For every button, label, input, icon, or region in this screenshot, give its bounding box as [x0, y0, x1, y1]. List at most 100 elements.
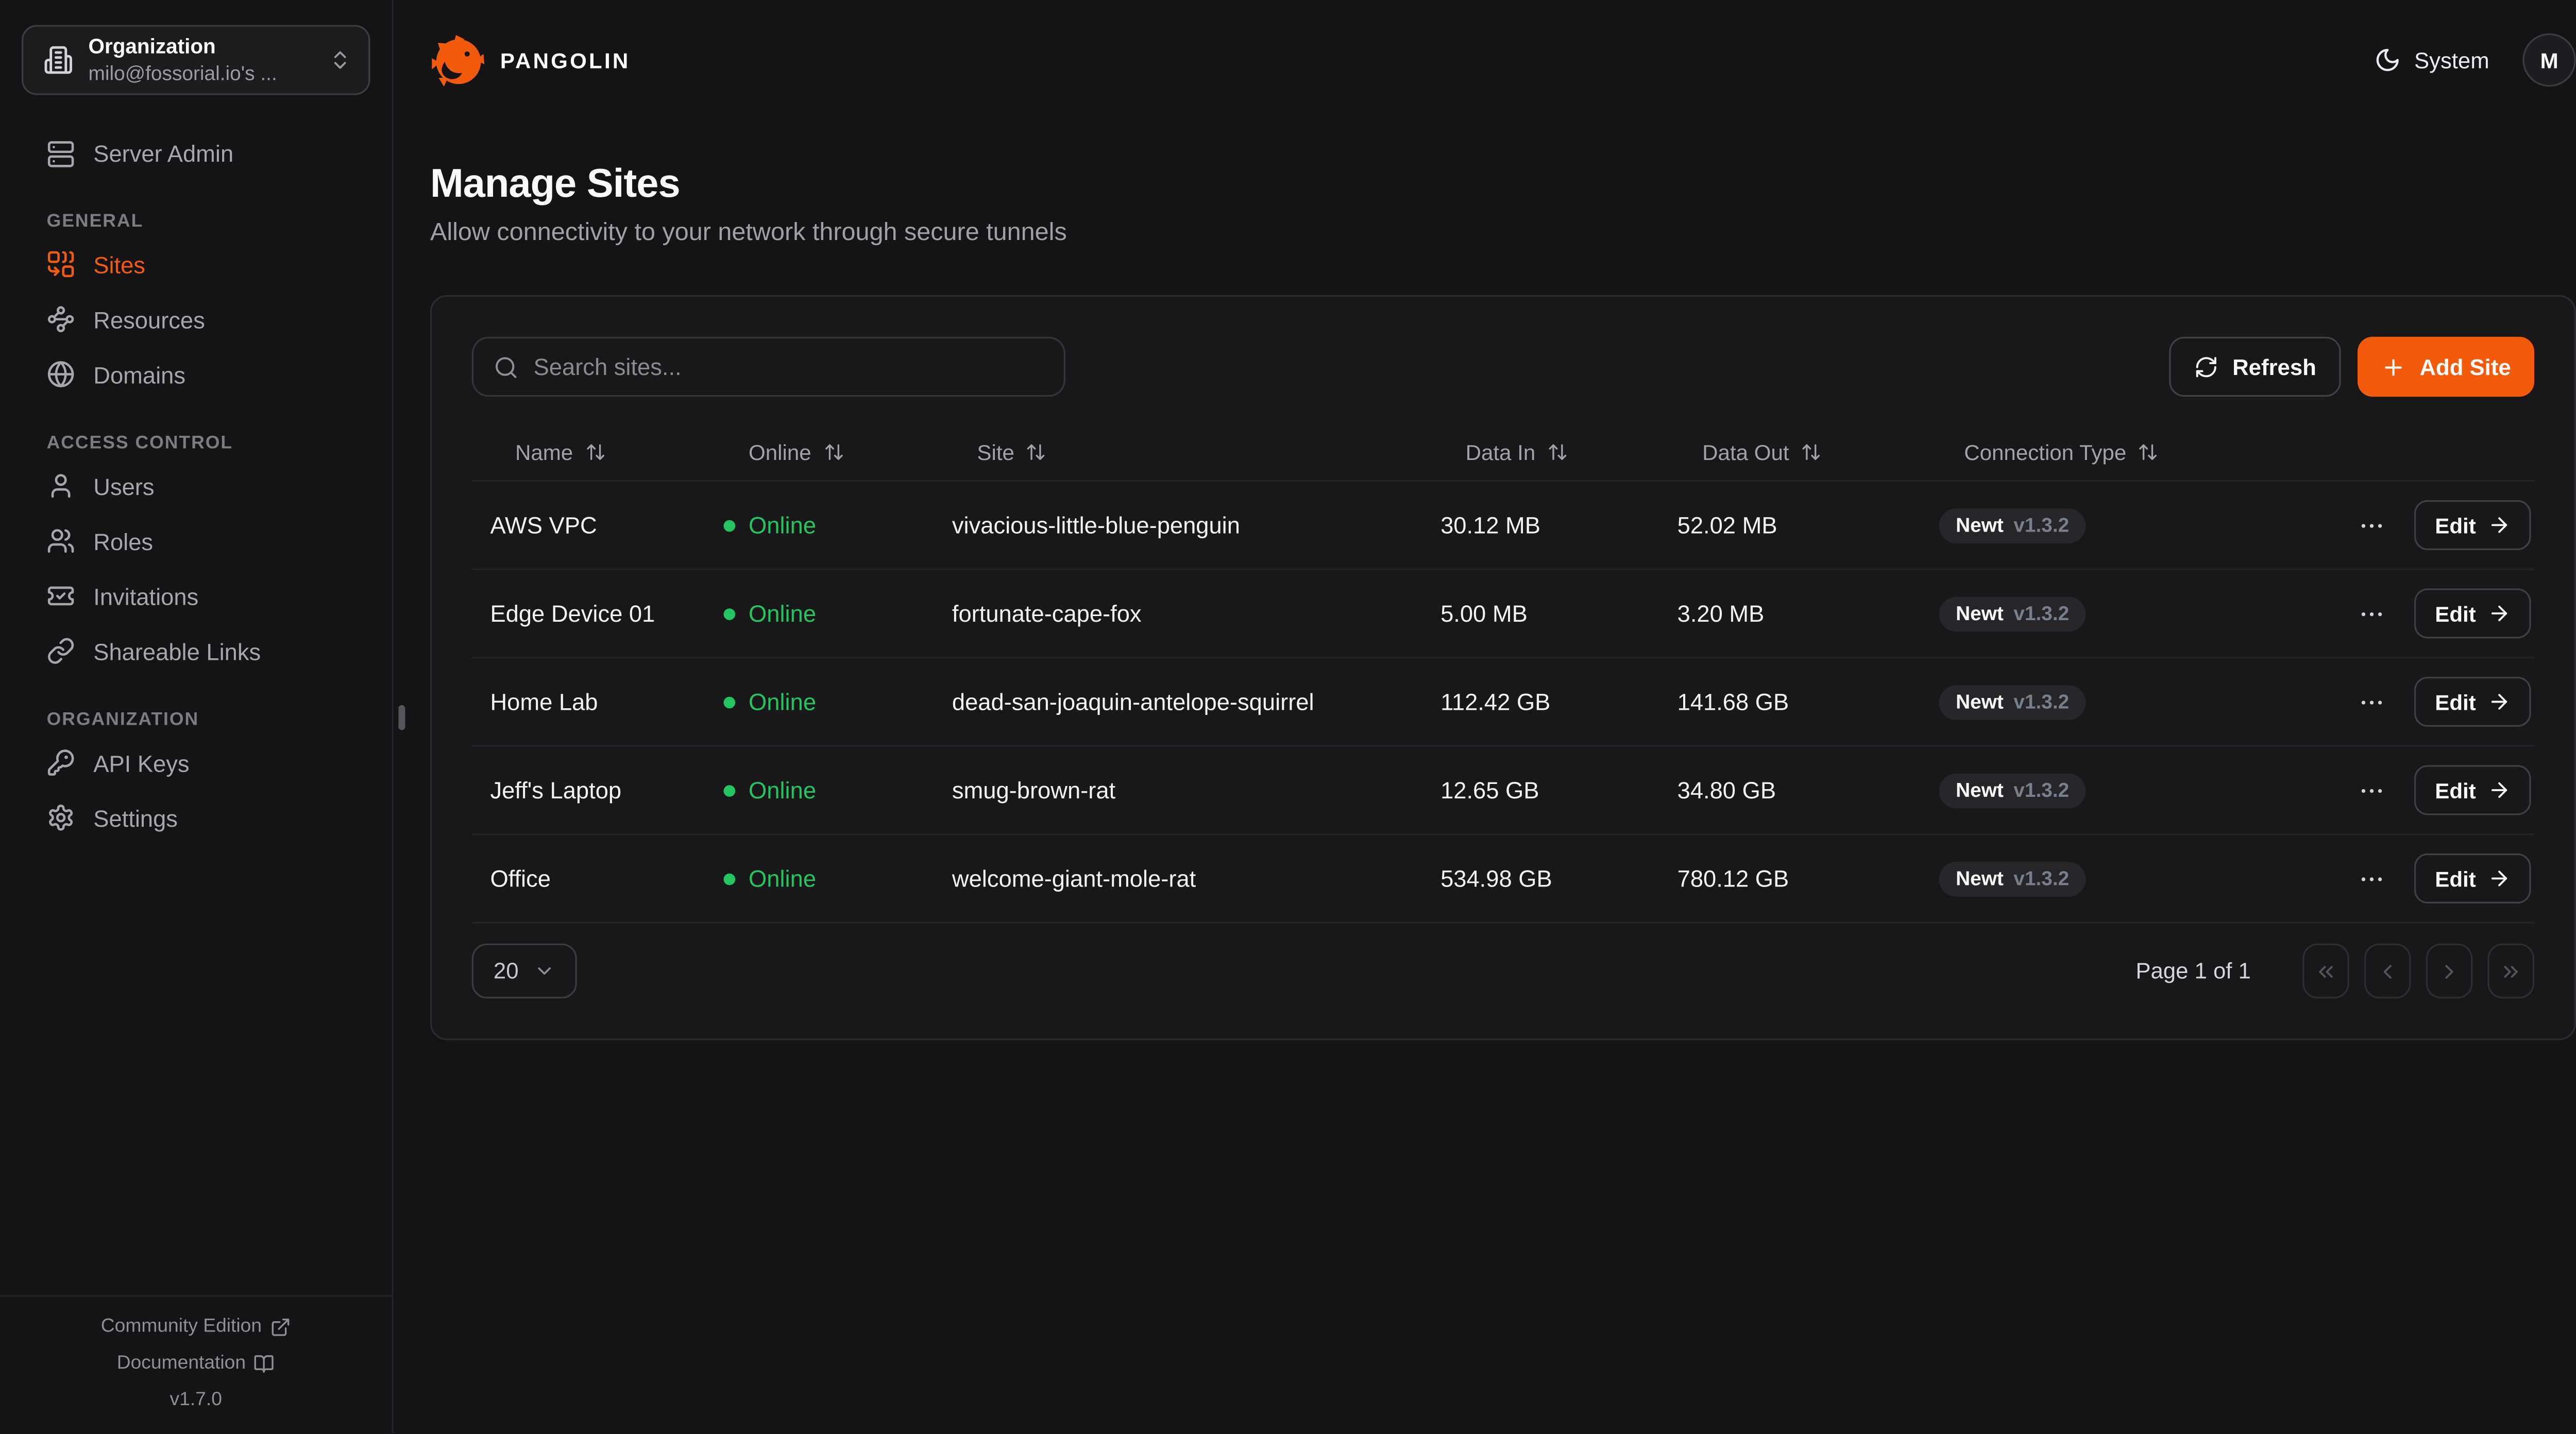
sites-toolbar: Refresh Add Site — [471, 336, 2535, 397]
search-icon — [494, 354, 519, 380]
sidebar-item-api-keys[interactable]: API Keys — [22, 735, 370, 790]
online-dot — [723, 784, 736, 796]
cell-connection-type: Newt v1.3.2 — [1921, 772, 2202, 808]
next-page-button[interactable] — [2426, 943, 2473, 999]
main-content: PANGOLIN System M Manage Sites Allow con… — [394, 0, 2576, 1433]
previous-page-button[interactable] — [2364, 943, 2411, 999]
sidebar-item-resources[interactable]: Resources — [22, 292, 370, 347]
column-header-connection-type[interactable]: Connection Type — [1921, 439, 2202, 464]
cell-data-in: 5.00 MB — [1440, 600, 1528, 627]
cell-data-out: 52.02 MB — [1677, 511, 1777, 539]
sidebar-section-organization: ORGANIZATION API Keys Settings — [22, 708, 370, 845]
cell-actions: Edit — [2202, 765, 2534, 815]
gear-icon — [47, 804, 75, 832]
sidebar-item-sites[interactable]: Sites — [22, 237, 370, 292]
connection-type-badge: Newt v1.3.2 — [1939, 507, 2086, 543]
sidebar-section-access-control: ACCESS CONTROL Users Roles — [22, 432, 370, 678]
cell-site: vivacious-little-blue-penguin — [952, 511, 1240, 539]
avatar[interactable]: M — [2522, 33, 2576, 87]
row-menu-button[interactable] — [2355, 596, 2390, 631]
table-row: Home Lab Online dead-san-joaquin-antelop… — [471, 658, 2535, 747]
cell-status: Online — [705, 777, 934, 804]
search-box[interactable] — [471, 336, 1065, 397]
cell-data-in: 12.65 GB — [1440, 777, 1539, 804]
row-menu-button[interactable] — [2355, 773, 2390, 808]
table-row: Edge Device 01 Online fortunate-cape-fox… — [471, 570, 2535, 659]
connection-type-badge: Newt v1.3.2 — [1939, 772, 2086, 808]
documentation-link[interactable]: Documentation — [117, 1348, 275, 1378]
sidebar-item-settings[interactable]: Settings — [22, 790, 370, 845]
users-icon — [47, 527, 75, 555]
cell-connection-type: Newt v1.3.2 — [1921, 595, 2202, 631]
cell-data-in: 112.42 GB — [1440, 688, 1551, 715]
chevron-down-icon — [534, 960, 555, 982]
sidebar-nav: Server Admin GENERAL Sites Resources — [0, 95, 392, 845]
plus-icon — [2381, 354, 2406, 380]
column-header-data-out[interactable]: Data Out — [1659, 439, 1921, 464]
edit-button[interactable]: Edit — [2415, 853, 2531, 904]
edit-button[interactable]: Edit — [2415, 500, 2531, 550]
sites-table: Name Online Site Data In — [471, 423, 2535, 924]
sidebar-footer: Community Edition Documentation v1.7.0 — [0, 1295, 392, 1434]
chevrons-right-icon — [2499, 959, 2522, 982]
sidebar-item-domains[interactable]: Domains — [22, 347, 370, 402]
edit-button[interactable]: Edit — [2415, 676, 2531, 727]
edit-button[interactable]: Edit — [2415, 588, 2531, 639]
add-site-button[interactable]: Add Site — [2358, 336, 2535, 397]
org-selector-label: Organization — [88, 35, 216, 59]
cell-site: fortunate-cape-fox — [952, 600, 1142, 627]
column-header-name[interactable]: Name — [472, 439, 705, 464]
column-header-online[interactable]: Online — [705, 439, 934, 464]
cell-status: Online — [705, 600, 934, 627]
column-header-data-in[interactable]: Data In — [1422, 439, 1659, 464]
row-menu-button[interactable] — [2355, 684, 2390, 719]
refresh-button[interactable]: Refresh — [2170, 336, 2342, 397]
topbar: PANGOLIN System M — [430, 0, 2576, 120]
sidebar-item-server-admin[interactable]: Server Admin — [22, 127, 370, 180]
cell-site: smug-brown-rat — [952, 777, 1116, 804]
ellipsis-icon — [2358, 688, 2386, 716]
table-row: Jeff's Laptop Online smug-brown-rat 12.6… — [471, 747, 2535, 835]
cell-connection-type: Newt v1.3.2 — [1921, 507, 2202, 543]
row-menu-button[interactable] — [2355, 507, 2390, 542]
sidebar: Organization milo@fossorial.io's ... Ser… — [0, 0, 394, 1434]
search-input[interactable] — [533, 353, 1044, 380]
chevrons-left-icon — [2314, 959, 2337, 982]
sidebar-item-invitations[interactable]: Invitations — [22, 569, 370, 624]
section-title: ORGANIZATION — [46, 710, 199, 730]
pangolin-logo-icon — [430, 32, 485, 88]
org-selector[interactable]: Organization milo@fossorial.io's ... — [22, 25, 370, 95]
sidebar-item-label: Roles — [93, 527, 154, 555]
cell-name: AWS VPC — [490, 511, 597, 539]
first-page-button[interactable] — [2302, 943, 2349, 999]
column-header-site[interactable]: Site — [934, 439, 1422, 464]
table-row: Office Online welcome-giant-mole-rat 534… — [471, 835, 2535, 924]
connection-type-badge: Newt v1.3.2 — [1939, 861, 2086, 896]
sort-icon — [823, 441, 843, 462]
cell-data-out: 780.12 GB — [1677, 865, 1789, 892]
edit-button[interactable]: Edit — [2415, 765, 2531, 815]
arrow-right-icon — [2487, 690, 2511, 713]
cell-data-out: 141.68 GB — [1677, 688, 1789, 715]
ellipsis-icon — [2358, 511, 2386, 539]
table-header-row: Name Online Site Data In — [471, 423, 2535, 482]
external-link-icon — [270, 1317, 291, 1337]
last-page-button[interactable] — [2487, 943, 2535, 999]
sidebar-item-users[interactable]: Users — [22, 458, 370, 514]
sidebar-item-label: API Keys — [93, 749, 190, 776]
book-open-icon — [254, 1353, 275, 1374]
sidebar-item-label: Sites — [93, 251, 145, 278]
page-size-select[interactable]: 20 — [471, 943, 577, 999]
row-menu-button[interactable] — [2355, 861, 2390, 896]
sort-icon — [1801, 441, 1821, 462]
cell-site: dead-san-joaquin-antelope-squirrel — [952, 688, 1314, 715]
sidebar-item-roles[interactable]: Roles — [22, 514, 370, 569]
community-edition-link[interactable]: Community Edition — [101, 1312, 291, 1342]
sidebar-item-label: Server Admin — [93, 140, 234, 167]
theme-toggle[interactable]: System — [2374, 47, 2489, 74]
link-icon — [47, 637, 75, 665]
sidebar-resize-handle[interactable] — [398, 705, 405, 730]
cell-site: welcome-giant-mole-rat — [952, 865, 1196, 892]
sidebar-item-shareable-links[interactable]: Shareable Links — [22, 623, 370, 678]
